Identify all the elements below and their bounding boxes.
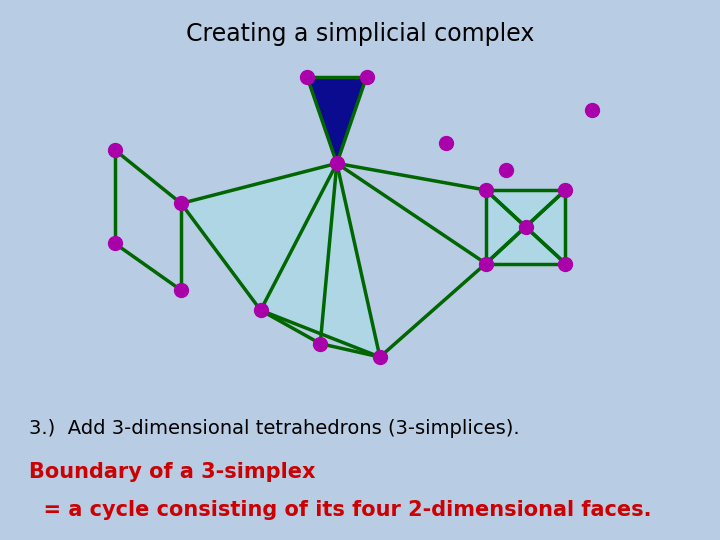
Polygon shape: [486, 190, 565, 264]
Text: Boundary of a 3-simplex: Boundary of a 3-simplex: [29, 462, 315, 482]
Polygon shape: [307, 77, 366, 164]
Polygon shape: [181, 164, 380, 357]
Text: = a cycle consisting of its four 2-dimensional faces.: = a cycle consisting of its four 2-dimen…: [29, 500, 652, 519]
Text: Creating a simplicial complex: Creating a simplicial complex: [186, 22, 534, 45]
Text: 3.)  Add 3-dimensional tetrahedrons (3-simplices).: 3.) Add 3-dimensional tetrahedrons (3-si…: [29, 418, 519, 437]
